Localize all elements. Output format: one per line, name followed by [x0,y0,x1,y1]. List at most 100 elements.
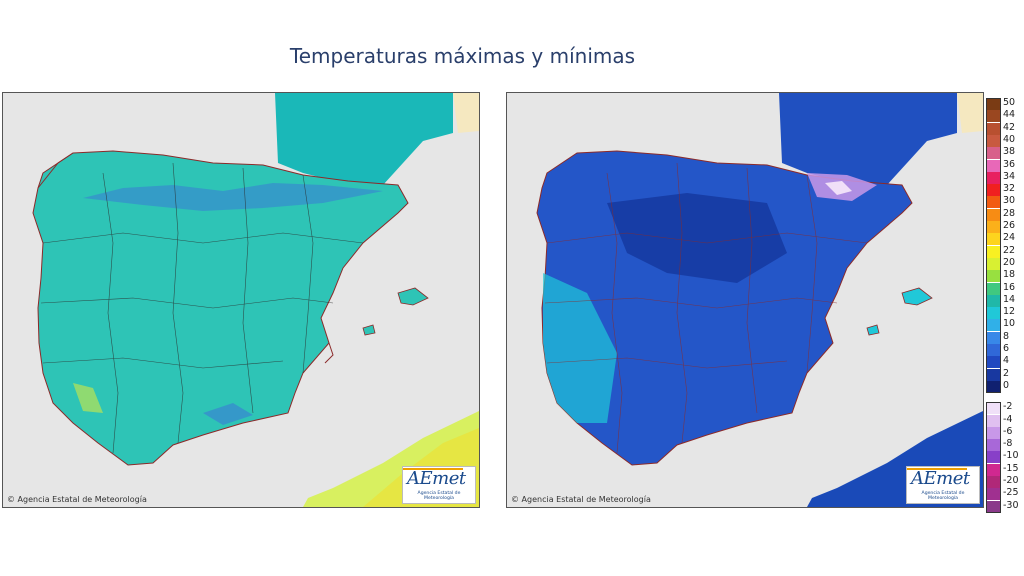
legend-label: 12 [1003,306,1016,318]
legend-entry: 44 [986,109,1022,123]
temperature-color-legend: 50 44 42 40 38 36 34 32 30 28 26 24 22 20 18 16 14 12 10 8 6… [986,97,1022,513]
legend-swatch [986,463,1001,476]
legend-label: 16 [1003,281,1016,293]
guadalquivir-warm [73,383,103,413]
legend-swatch [986,294,1001,307]
min-temperature-map[interactable]: © Agencia Estatal de Meteorología AEmet … [506,92,984,508]
legend-swatch [986,380,1001,393]
legend-label: -20 [1003,475,1019,486]
legend-label: 26 [1003,220,1016,231]
legend-swatch [986,245,1001,258]
legend-entry: -25 [986,487,1022,501]
legend-swatch [986,196,1001,209]
legend-entry: 34 [986,171,1022,184]
legend-entry: 24 [986,232,1022,246]
legend-label: 4 [1003,355,1010,367]
legend-entry: 30 [986,195,1022,209]
legend-swatch [986,159,1001,172]
northern-mountains-cool [83,183,383,211]
legend-label: 10 [1003,318,1016,330]
legend-entry: 36 [986,159,1022,172]
legend-entry: 16 [986,281,1022,295]
legend-swatch [986,414,1001,427]
legend-label: 20 [1003,256,1016,268]
legend-entry: -2 [986,401,1022,415]
legend-label: -30 [1003,499,1019,511]
west-coast-mild [543,273,617,423]
ibiza [362,324,376,336]
legend-label: -2 [1003,401,1013,413]
copyright-text: © Agencia Estatal de Meteorología [7,495,147,504]
legend-label: 40 [1003,133,1016,145]
legend-label: 32 [1003,183,1016,195]
legend-label: 22 [1003,244,1016,256]
italy-land [957,93,983,133]
max-map-svg [3,93,479,507]
aemet-logo-word: AEmet [911,468,970,489]
pyrenees-snow [825,181,852,195]
aemet-swoosh-icon [403,468,463,470]
legend-label: -10 [1003,450,1019,462]
legend-swatch [986,171,1001,184]
legend-swatch [986,331,1001,344]
legend-entry: 6 [986,343,1022,356]
legend-entry: 38 [986,146,1022,160]
copyright-text: © Agencia Estatal de Meteorología [511,495,651,504]
province-borders [40,162,364,454]
sierra-nevada-cool [203,403,253,425]
legend-entry: 28 [986,208,1022,221]
legend-swatch [986,257,1001,270]
legend-label: -6 [1003,425,1013,437]
legend-entry: -4 [986,413,1022,427]
page-title: Temperaturas máximas y mínimas [289,44,636,68]
legend-label: 50 [1003,97,1016,108]
legend-label: 8 [1003,330,1010,342]
legend-swatch [986,344,1001,356]
legend-label: 14 [1003,293,1016,305]
france-land [779,93,957,185]
legend-entry: -8 [986,438,1022,452]
legend-swatch [986,426,1001,439]
legend-entry: -6 [986,425,1022,439]
legend-label: -25 [1003,487,1019,499]
legend-entry: 20 [986,256,1022,270]
legend-entry: -30 [986,499,1022,513]
legend-entry: 22 [986,244,1022,258]
mallorca [397,287,429,306]
legend-label: -4 [1003,413,1013,425]
legend-swatch [986,282,1001,295]
province-borders [544,162,868,454]
legend-label: 18 [1003,269,1016,281]
legend-entry: 26 [986,220,1022,233]
legend-entry: 32 [986,183,1022,197]
aemet-logo-word: AEmet [407,468,466,489]
aemet-logo[interactable]: AEmet Agencia Estatal de Meteorología [906,466,980,504]
legend-entry: 12 [986,306,1022,320]
aemet-swoosh-icon [907,468,967,470]
aemet-logo-subtext: Agencia Estatal de Meteorología [417,491,461,501]
max-temperature-map[interactable]: © Agencia Estatal de Meteorología AEmet … [2,92,480,508]
legend-swatch [986,134,1001,147]
legend-label: 6 [1003,343,1010,354]
legend-entry: -10 [986,450,1022,464]
mallorca [901,287,933,306]
legend-entry: -15 [986,462,1022,476]
legend-label: 0 [1003,379,1010,391]
legend-entry: 4 [986,355,1022,369]
legend-entry: 0 [986,379,1022,393]
legend-swatch [986,451,1001,464]
legend-label: -15 [1003,462,1019,474]
legend-entry: 2 [986,368,1022,381]
aemet-logo[interactable]: AEmet Agencia Estatal de Meteorología [402,466,476,504]
legend-swatch [986,233,1001,246]
legend-swatch [986,439,1001,452]
aemet-logo-subtext: Agencia Estatal de Meteorología [921,491,965,501]
legend-swatch [986,221,1001,233]
legend-swatch [986,307,1001,320]
legend-entry: -20 [986,475,1022,488]
ibiza [866,324,880,336]
legend-swatch [986,500,1001,513]
legend-label: 38 [1003,146,1016,158]
legend-swatch [986,98,1001,110]
legend-label: 30 [1003,195,1016,207]
